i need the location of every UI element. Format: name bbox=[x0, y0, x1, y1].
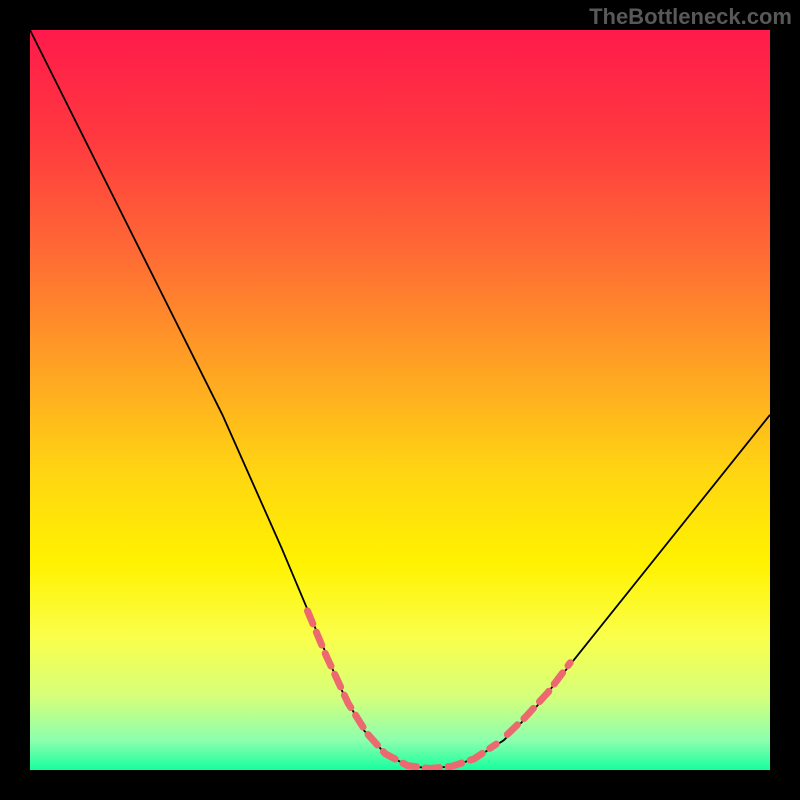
bottleneck-curve bbox=[30, 30, 770, 769]
curve-layer bbox=[30, 30, 770, 770]
plot-area bbox=[30, 30, 770, 770]
highlight-segment-1 bbox=[507, 663, 570, 735]
watermark-text: TheBottleneck.com bbox=[589, 4, 792, 30]
highlight-dash-group bbox=[308, 611, 571, 769]
highlight-segment-0 bbox=[308, 611, 497, 769]
